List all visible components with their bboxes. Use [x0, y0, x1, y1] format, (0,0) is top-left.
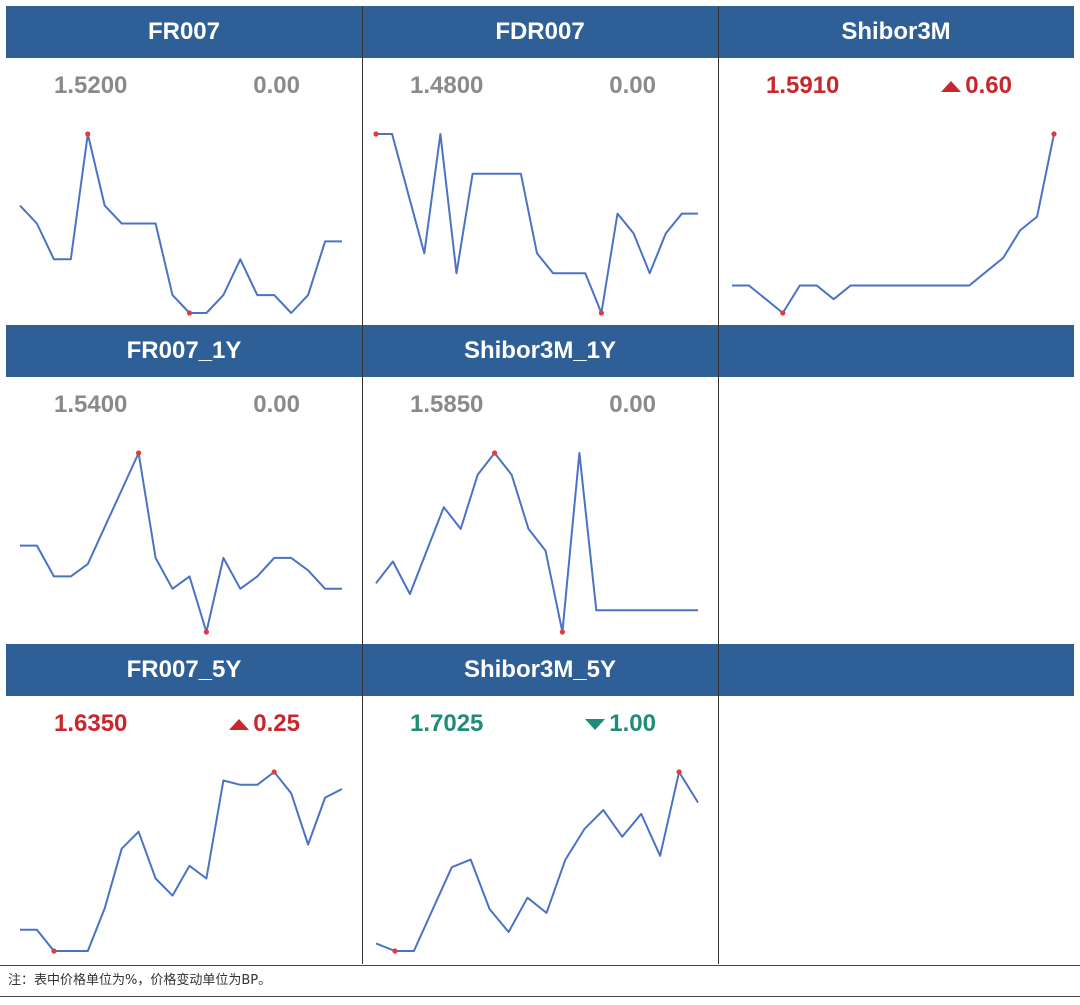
series-line	[20, 452, 342, 633]
sparkline-chart	[373, 131, 698, 316]
extreme-point-marker	[51, 948, 57, 954]
extreme-point-marker	[203, 629, 209, 635]
current-value: 1.5400	[54, 391, 128, 418]
panel-title: FR007_5Y	[6, 644, 362, 696]
extreme-point-marker	[559, 629, 565, 635]
sparkline-chart	[20, 450, 342, 635]
panel-shibor3m-1y: Shibor3M_1Y 1.5850 0.00	[362, 325, 718, 644]
change-value: 1.00	[585, 710, 656, 738]
footnote: 注：表中价格单位为%，价格变动单位为BP。	[8, 973, 272, 988]
series-line	[19, 133, 342, 314]
extreme-point-marker	[271, 769, 277, 775]
change-value: 0.60	[941, 72, 1012, 100]
panel-fr007-1y: FR007_1Y 1.5400 0.00	[6, 325, 362, 644]
change-value: 0.00	[253, 391, 300, 419]
sparkline-chart	[732, 131, 1057, 316]
panel-title: FR007	[6, 6, 362, 58]
extreme-point-marker	[392, 948, 398, 954]
column-divider	[718, 6, 719, 964]
panel-title: Shibor3M_5Y	[362, 644, 718, 696]
change-text: 0.60	[965, 72, 1012, 99]
change-value: 0.00	[253, 72, 300, 100]
arrow-down-icon	[585, 718, 606, 730]
panel-title: Shibor3M_1Y	[362, 325, 718, 377]
panel-title: Shibor3M	[718, 6, 1074, 58]
note-top-rule	[0, 965, 1080, 966]
extreme-point-marker	[1051, 131, 1057, 137]
column-divider	[362, 6, 363, 964]
current-value: 1.5850	[410, 391, 484, 418]
extreme-point-marker	[598, 310, 604, 316]
change-text: 0.00	[609, 391, 656, 418]
extreme-point-marker	[780, 310, 786, 316]
panel-shibor3m-5y: Shibor3M_5Y 1.7025 1.00	[362, 644, 718, 963]
current-value: 1.7025	[410, 710, 484, 737]
series-line	[732, 133, 1055, 314]
panel-empty-2	[718, 644, 1074, 963]
sparkline-chart	[375, 450, 698, 635]
sparkline-chart	[375, 769, 699, 954]
change-text: 0.00	[253, 391, 300, 418]
change-value: 0.00	[609, 391, 656, 419]
sparkline-chart	[19, 131, 342, 316]
arrow-up-icon	[941, 80, 962, 92]
series-line	[376, 133, 698, 314]
change-text: 1.00	[609, 710, 656, 737]
current-value: 1.6350	[54, 710, 128, 737]
current-value: 1.5910	[766, 72, 840, 99]
arrow-up-icon	[229, 718, 250, 730]
extreme-point-marker	[186, 310, 193, 316]
extreme-point-marker	[492, 450, 498, 456]
series-line	[20, 771, 343, 952]
panel-fr007: FR007 1.5200 0.00	[6, 6, 362, 325]
quote-grid: FR007 1.5200 0.00 FDR007 1.4800 0.00 Shi…	[6, 6, 1074, 964]
panel-title-empty	[718, 325, 1074, 377]
change-value: 0.25	[229, 710, 300, 738]
panel-fr007-5y: FR007_5Y 1.6350 0.25	[6, 644, 362, 963]
extreme-point-marker	[373, 131, 379, 137]
panel-title: FDR007	[362, 6, 718, 58]
extreme-point-marker	[85, 131, 91, 137]
panel-shibor3m: Shibor3M 1.5910 0.60	[718, 6, 1074, 325]
panel-fdr007: FDR007 1.4800 0.00	[362, 6, 718, 325]
change-value: 0.00	[609, 72, 656, 100]
series-line	[375, 452, 698, 633]
note-bottom-rule	[0, 996, 1080, 997]
extreme-point-marker	[676, 769, 682, 775]
series-line	[375, 771, 699, 952]
change-text: 0.25	[253, 710, 300, 737]
extreme-point-marker	[136, 450, 142, 456]
panel-empty-1	[718, 325, 1074, 644]
current-value: 1.5200	[54, 72, 128, 99]
change-text: 0.00	[609, 72, 656, 99]
current-value: 1.4800	[410, 72, 484, 99]
sparkline-chart	[20, 769, 343, 954]
change-text: 0.00	[253, 72, 300, 99]
panel-title: FR007_1Y	[6, 325, 362, 377]
panel-title-empty	[718, 644, 1074, 696]
